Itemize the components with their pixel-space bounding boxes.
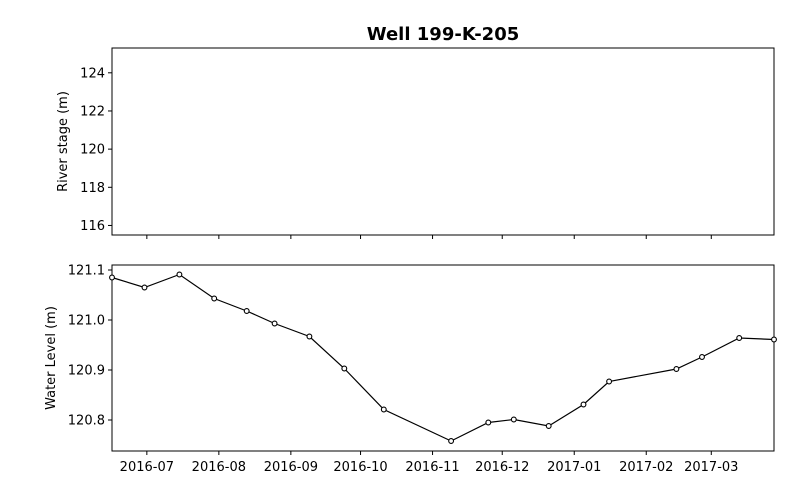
river-stage-plot-frame <box>111 47 775 236</box>
river-stage-panel: 116 118 120 122 124 River stage (m) <box>56 47 775 239</box>
water-level-x-tick-label: 2016-08 <box>192 460 246 475</box>
water-level-point <box>580 401 587 408</box>
water-level-point <box>545 423 552 429</box>
water-level-x-tick-label: 2016-09 <box>264 460 318 475</box>
water-level-point <box>510 416 517 423</box>
river-stage-y-ticks: 116 118 120 122 124 <box>80 66 112 234</box>
water-level-point <box>699 354 705 360</box>
river-stage-y-tick-label: 120 <box>80 143 105 158</box>
water-level-point <box>271 320 278 327</box>
river-stage-y-tick-label: 122 <box>80 104 105 119</box>
river-stage-y-axis-label: River stage (m) <box>56 91 71 192</box>
water-level-line <box>111 273 775 442</box>
water-level-x-tick-label: 2016-11 <box>405 460 459 475</box>
water-level-point <box>771 336 777 343</box>
water-level-point <box>606 378 613 385</box>
water-level-point <box>211 295 218 302</box>
water-level-point <box>485 419 492 426</box>
water-level-point <box>243 308 250 314</box>
river-stage-y-tick-label: 124 <box>80 66 105 81</box>
water-level-point <box>673 366 680 372</box>
water-level-y-axis-label: Water Level (m) <box>44 306 59 410</box>
river-stage-y-tick-label: 116 <box>80 219 105 234</box>
water-level-point <box>448 438 455 444</box>
water-level-y-tick-label: 121.1 <box>68 264 105 279</box>
water-level-x-ticks: 2016-07 2016-08 2016-09 2016-10 2016-11 2016-… <box>120 451 738 475</box>
water-level-y-ticks: 120.8 120.9 121.0 121.1 <box>68 264 112 429</box>
river-stage-y-tick-label: 118 <box>80 181 105 196</box>
river-stage-x-ticks <box>146 235 712 239</box>
water-level-series <box>109 271 777 444</box>
water-level-plot-frame <box>111 264 775 452</box>
water-level-x-tick-label: 2016-07 <box>120 460 174 475</box>
water-level-point <box>736 335 743 341</box>
water-level-y-tick-label: 120.8 <box>68 414 105 429</box>
water-level-x-tick-label: 2016-10 <box>333 460 387 475</box>
water-level-x-tick-label: 2016-12 <box>475 460 529 475</box>
water-level-y-tick-label: 121.0 <box>68 314 105 329</box>
water-level-x-tick-label: 2017-01 <box>547 460 601 475</box>
water-level-x-tick-label: 2017-03 <box>684 460 738 475</box>
water-level-point <box>380 406 387 413</box>
chart-title: Well 199-K-205 <box>367 24 520 45</box>
water-level-point <box>341 365 348 372</box>
water-level-point <box>141 284 148 291</box>
water-level-x-tick-label: 2017-02 <box>619 460 673 475</box>
water-level-y-tick-label: 120.9 <box>68 364 105 379</box>
water-level-point <box>176 271 183 278</box>
water-level-point <box>109 274 115 281</box>
water-level-point <box>306 333 313 340</box>
